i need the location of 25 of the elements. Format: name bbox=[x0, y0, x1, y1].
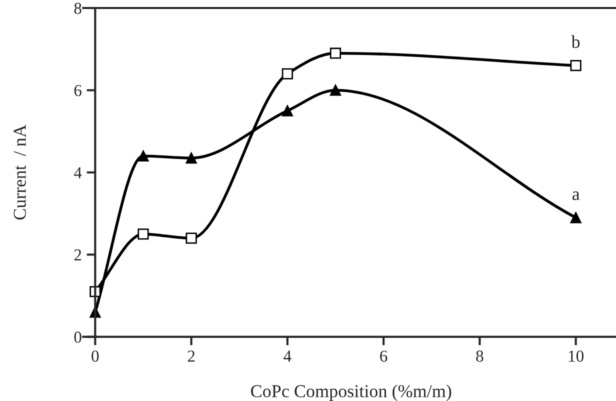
y-tick-label: 2 bbox=[74, 249, 82, 260]
point bbox=[282, 105, 293, 116]
y-tick-label: 6 bbox=[74, 84, 82, 96]
point bbox=[330, 48, 342, 59]
series-label: a bbox=[572, 191, 580, 200]
y-axis-title: Current / nA bbox=[14, 124, 26, 220]
point bbox=[282, 68, 293, 80]
x-tick-label: 10 bbox=[568, 350, 584, 362]
point bbox=[138, 228, 149, 240]
point bbox=[138, 150, 149, 162]
x-axis-title: CoPc Composition (%m/m) bbox=[251, 384, 452, 401]
x-tick-label: 4 bbox=[284, 350, 292, 362]
x-tick-label: 2 bbox=[188, 350, 195, 362]
series-label: b bbox=[571, 35, 580, 48]
y-tick-label: 0 bbox=[74, 332, 82, 343]
point bbox=[330, 84, 342, 96]
x-tick-label: 6 bbox=[380, 350, 388, 362]
y-tick-label: 8 bbox=[74, 2, 82, 14]
x-tick-label: 0 bbox=[92, 350, 99, 362]
x-tick-label: 8 bbox=[476, 350, 484, 362]
point bbox=[570, 60, 582, 72]
y-tick-label: 4 bbox=[74, 167, 82, 178]
point bbox=[570, 212, 582, 224]
point bbox=[186, 152, 197, 164]
point bbox=[186, 232, 197, 244]
